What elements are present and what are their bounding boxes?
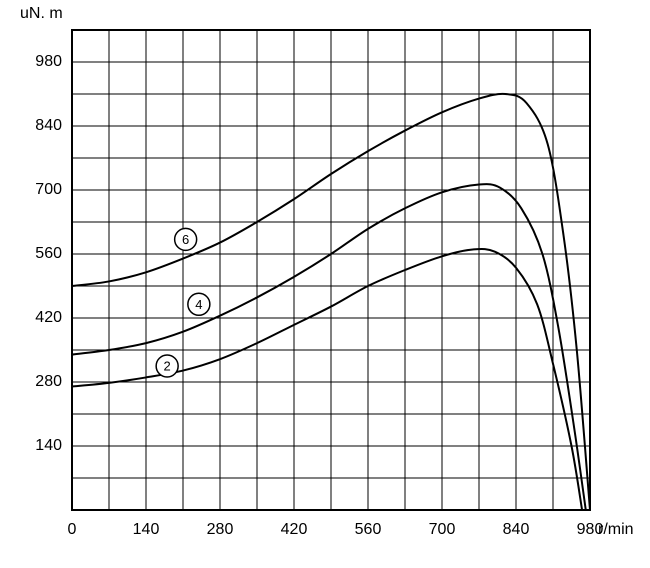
svg-text:2: 2 — [164, 359, 171, 374]
x-axis-title: r/min — [598, 521, 634, 538]
x-tick-label: 560 — [355, 521, 382, 538]
x-tick-label: 280 — [207, 521, 234, 538]
y-tick-label: 840 — [35, 117, 62, 134]
svg-text:4: 4 — [195, 297, 202, 312]
y-tick-label: 560 — [35, 245, 62, 262]
svg-text:6: 6 — [182, 232, 189, 247]
series-marker-4: 4 — [188, 293, 210, 315]
y-tick-label: 280 — [35, 373, 62, 390]
y-tick-label: 700 — [35, 181, 62, 198]
x-tick-label: 0 — [68, 521, 77, 538]
y-tick-label: 420 — [35, 309, 62, 326]
series-marker-2: 2 — [156, 355, 178, 377]
y-tick-label: 140 — [35, 437, 62, 454]
y-tick-label: 980 — [35, 53, 62, 70]
series-marker-6: 6 — [175, 228, 197, 250]
torque-speed-chart: 2 4 6 0 140 280 420 560 700 840 980 140 280 420 560 700… — [0, 0, 650, 568]
x-tick-label: 840 — [503, 521, 530, 538]
x-tick-label: 700 — [429, 521, 456, 538]
chart-svg: 2 4 6 0 140 280 420 560 700 840 980 140 280 420 560 700… — [0, 0, 650, 568]
x-tick-label: 140 — [133, 521, 160, 538]
y-axis-title: uN. m — [20, 5, 63, 22]
x-tick-label: 420 — [281, 521, 308, 538]
